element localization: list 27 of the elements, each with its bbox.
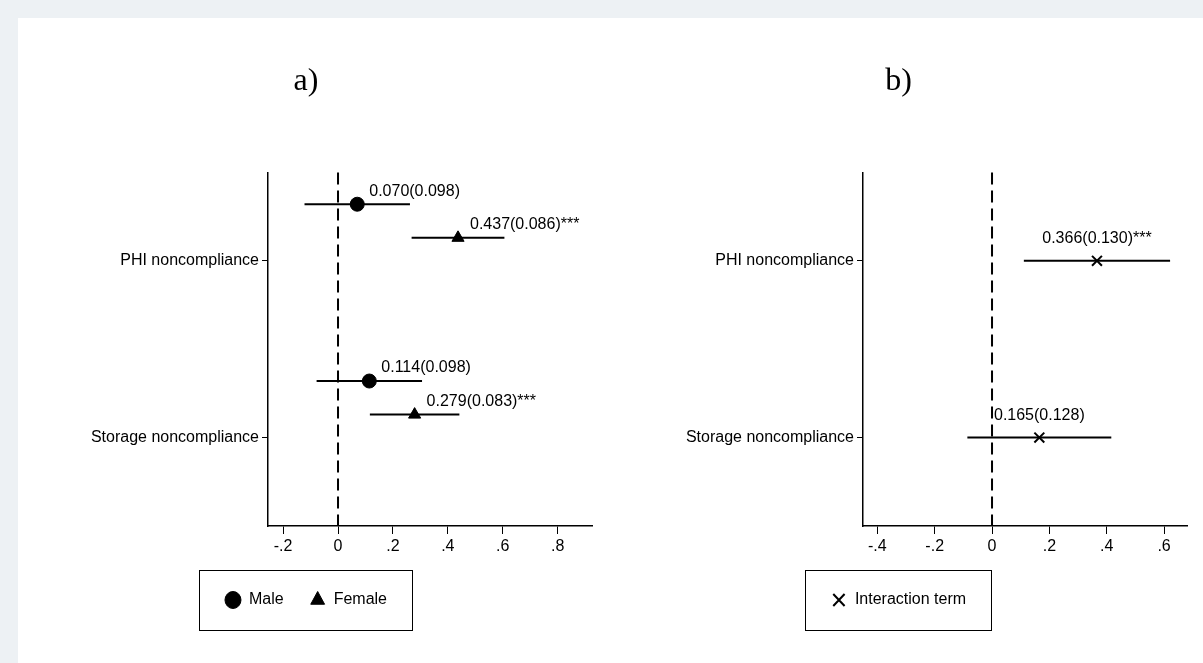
y-tick-label: Storage noncompliance bbox=[685, 428, 855, 446]
data-label: 0.437(0.086)*** bbox=[470, 215, 580, 233]
y-tick-label: PHI noncompliance bbox=[715, 251, 855, 269]
x-tick-label: .4 bbox=[1100, 537, 1114, 555]
x-tick-label: -.4 bbox=[868, 537, 887, 555]
x-tick-label: 0 bbox=[333, 537, 343, 555]
legend-label: Male bbox=[248, 590, 284, 608]
x-tick-label: 0 bbox=[987, 537, 997, 555]
x-tick-label: .6 bbox=[1157, 537, 1171, 555]
y-tick-label: Storage noncompliance bbox=[90, 428, 260, 446]
x-tick-label: .2 bbox=[1042, 537, 1057, 555]
data-label: 0.366(0.130)*** bbox=[1042, 229, 1152, 247]
y-tick-label: PHI noncompliance bbox=[120, 251, 260, 269]
legend-label: Female bbox=[333, 590, 388, 608]
data-label: 0.070(0.098) bbox=[369, 181, 460, 199]
x-tick-label: -.2 bbox=[925, 537, 945, 555]
chart-title: b) bbox=[885, 60, 912, 97]
data-label: 0.165(0.128) bbox=[993, 406, 1085, 424]
data-label: 0.114(0.098) bbox=[381, 358, 471, 376]
data-label: 0.279(0.083)*** bbox=[426, 392, 537, 410]
x-tick-label: .2 bbox=[386, 537, 400, 555]
chart-title: a) bbox=[293, 60, 319, 97]
x-tick-label: .8 bbox=[551, 537, 565, 555]
x-tick-label: .4 bbox=[441, 537, 455, 555]
legend-label: Interaction term bbox=[854, 590, 967, 608]
x-tick-label: .6 bbox=[496, 537, 510, 555]
x-tick-label: -.2 bbox=[273, 537, 293, 555]
